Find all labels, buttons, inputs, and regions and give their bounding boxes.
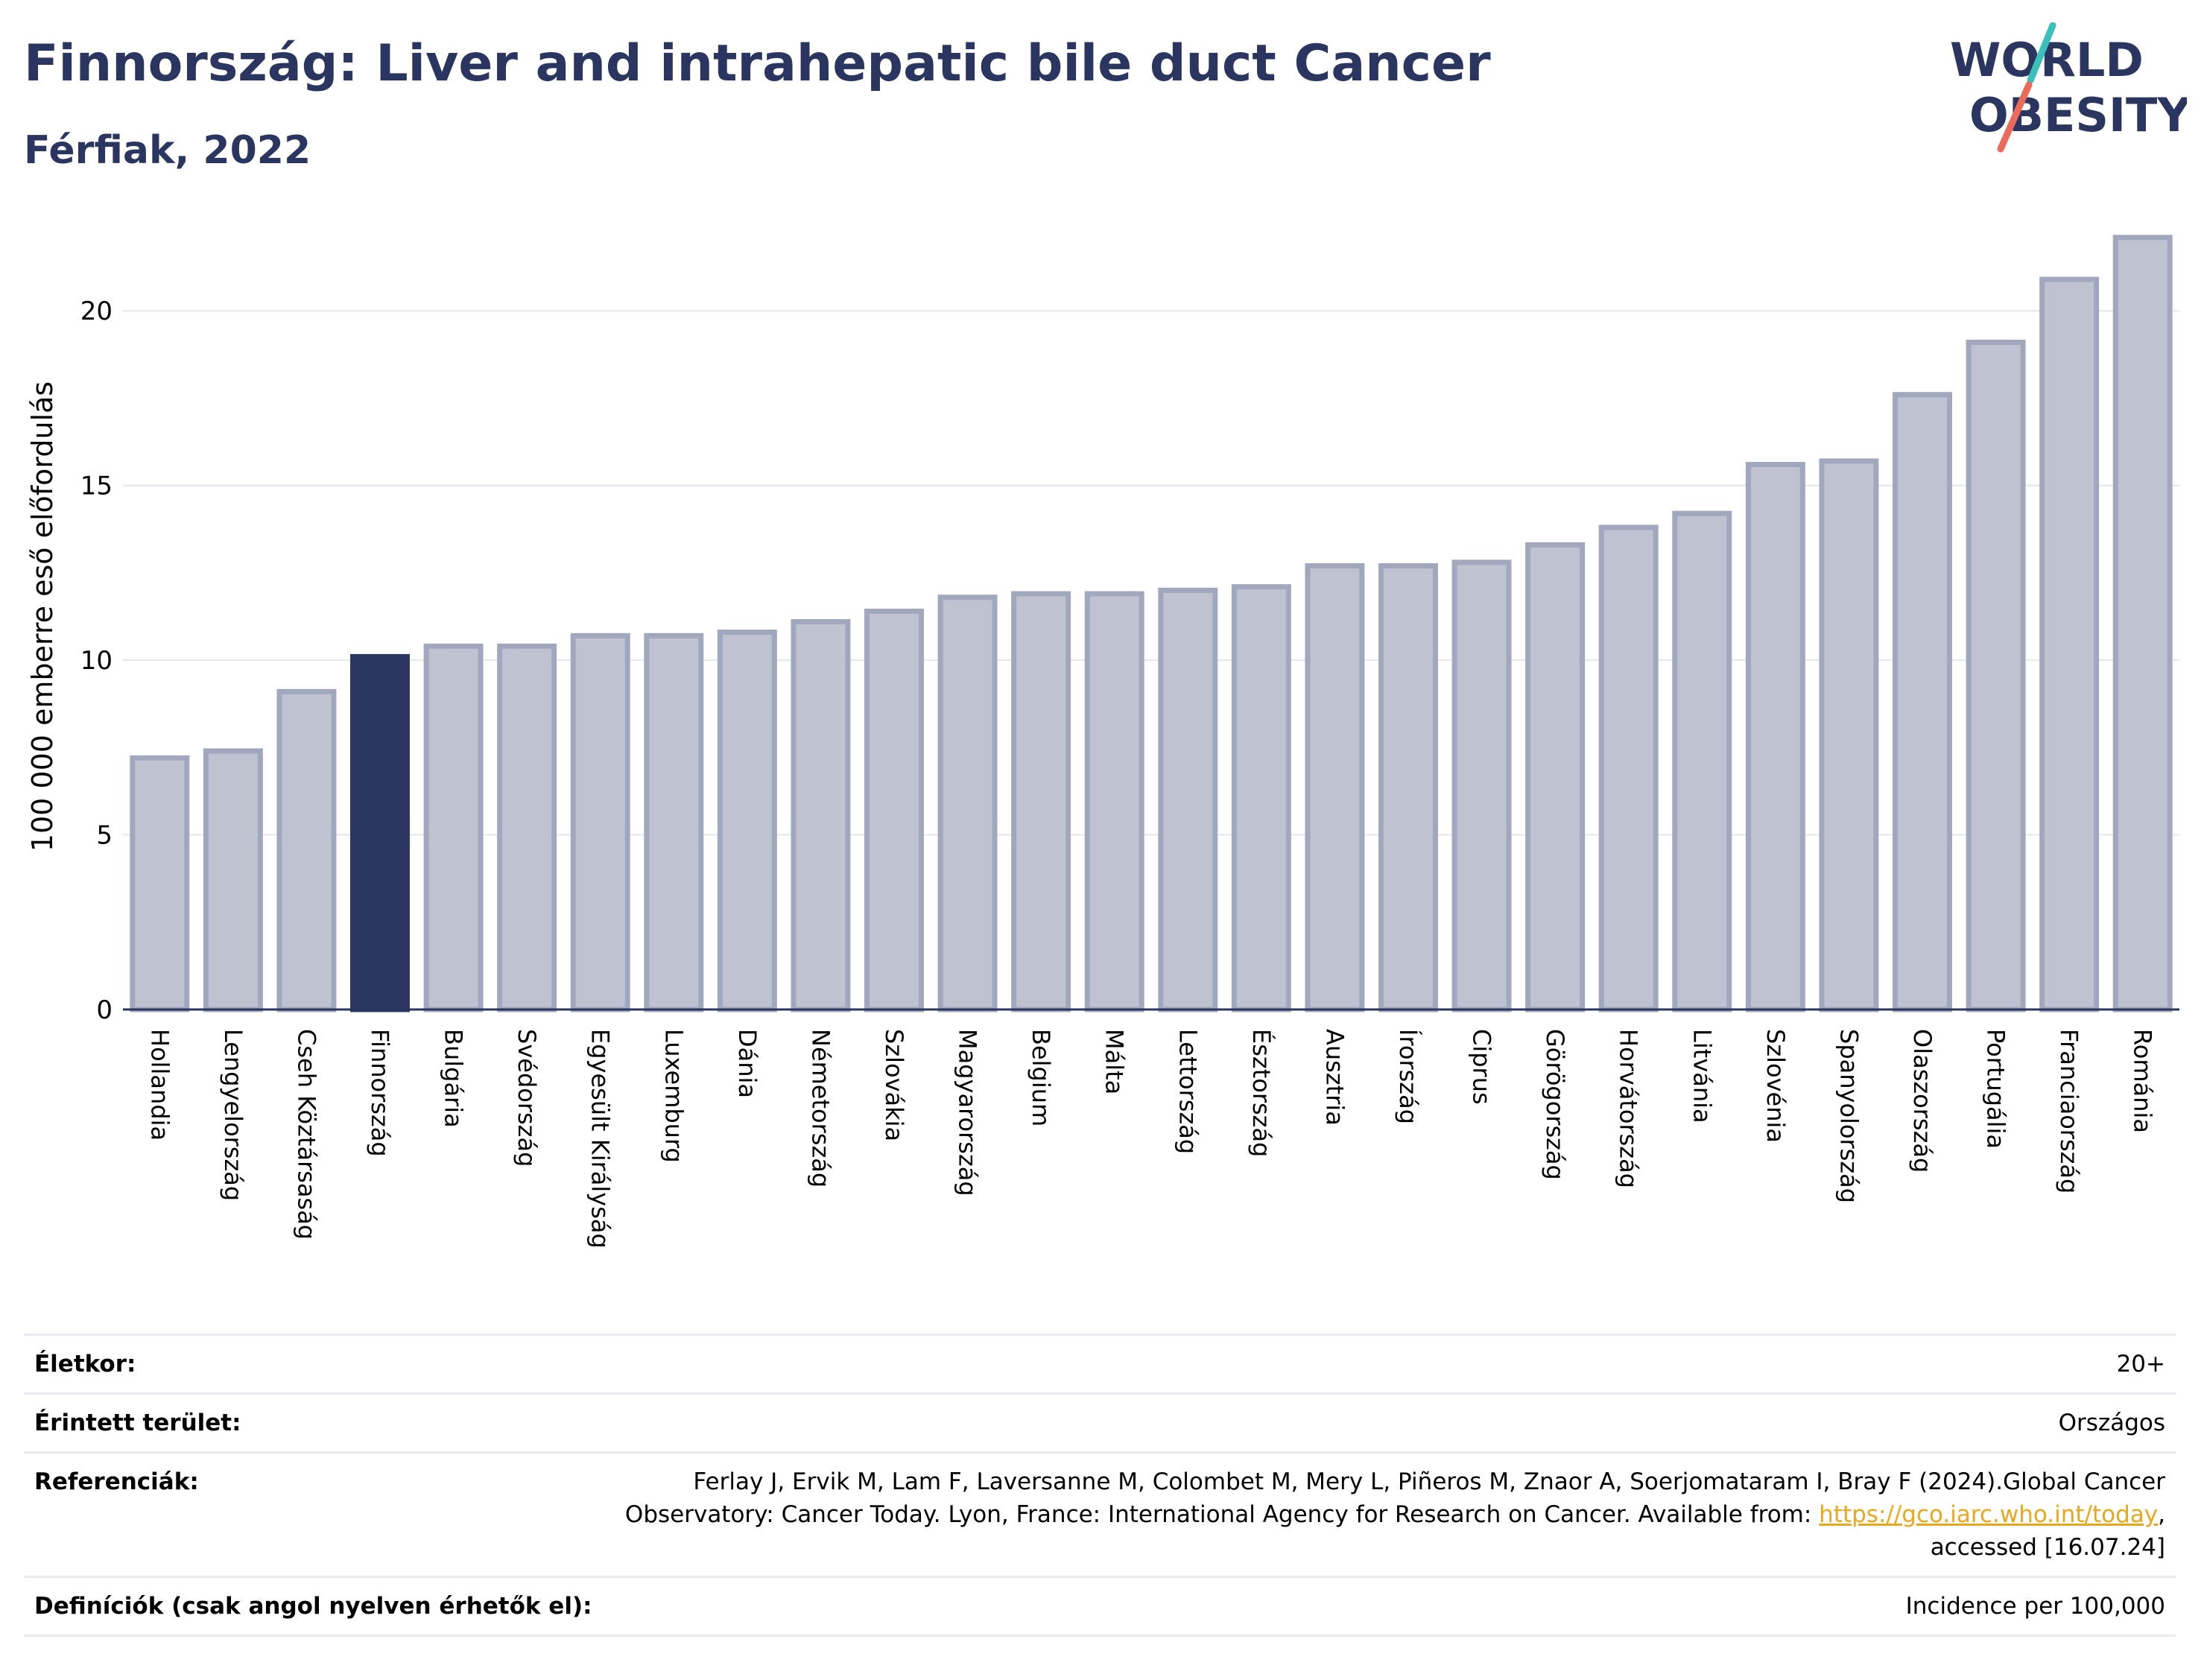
- definitions-label: Definíciók (csak angol nyelven érhetők e…: [34, 1593, 592, 1620]
- x-tick-label: Svédország: [513, 1029, 541, 1167]
- bar-Görögország: [1525, 542, 1586, 1012]
- bar-Horvátország: [1598, 524, 1659, 1012]
- x-tick-label: Franciaország: [2055, 1029, 2083, 1194]
- area-row: Érintett terület: Országos: [24, 1392, 2176, 1451]
- bar-Ciprus: [1451, 560, 1512, 1012]
- logo-slash-bottom: [1997, 81, 2033, 153]
- references-label: Referenciák:: [34, 1468, 199, 1495]
- references-text-1: Ferlay J, Ervik M, Lam F, Laversanne M, …: [624, 1468, 2165, 1528]
- y-tick-label: 15: [80, 472, 113, 501]
- bar-Ausztria: [1305, 563, 1365, 1012]
- definitions-row: Definíciók (csak angol nyelven érhetők e…: [24, 1576, 2176, 1637]
- x-tick-label: Hollandia: [145, 1029, 174, 1141]
- x-tick-label: Olaszország: [1908, 1029, 1937, 1173]
- bar-Svédország: [497, 643, 557, 1012]
- y-axis-label: 100 000 emberre eső előfordulás: [26, 381, 59, 852]
- bar-Románia: [2112, 235, 2173, 1012]
- bar-Észtország: [1231, 584, 1291, 1012]
- bar-chart: 0 5 10 15 20 100 000 emberre eső előfordulás H…: [26, 235, 2179, 1249]
- bar-Spanyolország: [1819, 458, 1879, 1012]
- bar-Szlovénia: [1745, 462, 1805, 1012]
- y-tick-label: 20: [80, 297, 113, 326]
- bar-Írország: [1378, 563, 1438, 1012]
- bar-Lengyelország: [203, 748, 263, 1012]
- x-tick-label: Luxemburg: [659, 1029, 688, 1163]
- bar-Magyarország: [937, 595, 998, 1012]
- x-tick-label: Belgium: [1027, 1029, 1055, 1126]
- bar-Luxemburg: [644, 633, 704, 1012]
- x-tick-label: Ausztria: [1320, 1029, 1349, 1126]
- x-tick-label: Észtország: [1247, 1029, 1276, 1157]
- bar-Egyesült Királyság: [570, 633, 630, 1012]
- bar-Portugália: [1966, 339, 2026, 1012]
- definitions-value: Incidence per 100,000: [1905, 1593, 2165, 1620]
- bar-Hollandia: [130, 755, 190, 1012]
- x-tick-label: Lettország: [1174, 1029, 1202, 1154]
- bar-Litvánia: [1672, 510, 1732, 1012]
- bar-Németország: [791, 619, 851, 1012]
- area-label: Érintett terület:: [34, 1410, 241, 1436]
- bar-Finnország: [350, 653, 410, 1012]
- x-tick-label: Dánia: [733, 1029, 761, 1098]
- references-value: Ferlay J, Ervik M, Lam F, Laversanne M, …: [601, 1465, 2165, 1564]
- x-tick-label: Lengyelország: [219, 1029, 247, 1201]
- age-row: Életkor: 20+: [24, 1334, 2176, 1392]
- chart-subtitle: Férfiak, 2022: [24, 128, 311, 173]
- x-tick-label: Finnország: [366, 1029, 394, 1157]
- bar-Lettország: [1158, 587, 1218, 1012]
- x-tick-label: Ciprus: [1468, 1029, 1496, 1105]
- metadata-table: Életkor: 20+ Érintett terület: Országos …: [24, 1334, 2176, 1637]
- x-tick-label: Németország: [806, 1029, 835, 1188]
- x-tick-label: Szlovákia: [880, 1029, 908, 1141]
- bar-Bulgária: [423, 643, 484, 1012]
- bar-Dánia: [717, 630, 777, 1012]
- x-tick-label: Románia: [2129, 1029, 2157, 1133]
- x-tick-label: Szlovénia: [1761, 1029, 1790, 1143]
- chart-title: Finnország: Liver and intrahepatic bile …: [24, 34, 1491, 93]
- references-row: Referenciák: Ferlay J, Ervik M, Lam F, L…: [24, 1451, 2176, 1576]
- x-tick-label: Egyesült Királyság: [586, 1029, 615, 1249]
- bar-Franciaország: [2039, 276, 2100, 1012]
- bar-Olaszország: [1893, 392, 1952, 1012]
- y-tick-label: 5: [96, 821, 113, 851]
- references-link[interactable]: https://gco.iarc.who.int/today: [1819, 1501, 2159, 1528]
- x-tick-label: Írország: [1394, 1029, 1422, 1124]
- bar-Málta: [1084, 591, 1144, 1012]
- y-tick-label: 0: [96, 995, 113, 1025]
- age-value: 20+: [2116, 1351, 2165, 1378]
- x-tick-label: Horvátország: [1615, 1029, 1643, 1188]
- x-tick-label: Litvánia: [1688, 1029, 1716, 1123]
- references-text-2: , accessed [16.07.24]: [1930, 1501, 2165, 1561]
- x-tick-label: Cseh Köztársaság: [292, 1029, 320, 1240]
- x-tick-label: Bulgária: [440, 1029, 468, 1128]
- x-tick-label: Magyarország: [954, 1029, 982, 1196]
- age-label: Életkor:: [34, 1351, 136, 1378]
- world-obesity-logo: WORLD OBESITY: [1950, 22, 2187, 153]
- x-tick-label: Málta: [1101, 1029, 1129, 1094]
- y-tick-label: 10: [80, 646, 113, 676]
- x-tick-label: Portugália: [1982, 1029, 2010, 1149]
- bar-Belgium: [1011, 591, 1071, 1012]
- logo-slash-top: [2027, 22, 2056, 84]
- area-value: Országos: [2058, 1410, 2165, 1436]
- x-tick-label: Görögország: [1541, 1029, 1569, 1180]
- bar-Szlovákia: [864, 608, 924, 1012]
- x-tick-label: Spanyolország: [1834, 1029, 1863, 1203]
- bar-Cseh Köztársaság: [276, 688, 337, 1012]
